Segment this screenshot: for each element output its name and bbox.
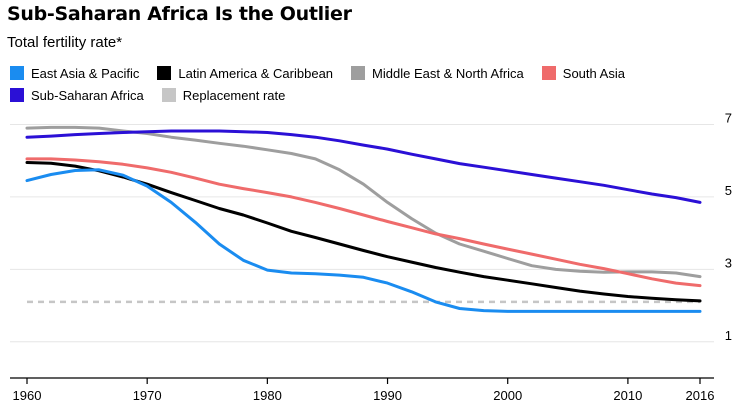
legend-item-south-asia: South Asia [541, 65, 625, 81]
legend-label: Latin America & Caribbean [178, 65, 334, 81]
legend: East Asia & Pacific Latin America & Cari… [10, 62, 730, 106]
x-tick-label-1990: 1990 [373, 388, 402, 403]
chart-subtitle: Total fertility rate* [7, 34, 123, 51]
legend-row: East Asia & Pacific Latin America & Cari… [10, 62, 730, 84]
legend-item-east-asia-pacific: East Asia & Pacific [10, 66, 139, 81]
legend-row: Sub-Saharan Africa Replacement rate [10, 84, 730, 106]
series-line-south-asia [25, 157, 702, 288]
legend-swatch [351, 66, 366, 80]
x-tick-label-2010: 2010 [613, 388, 642, 403]
y-tick-labels: 1 3 5 7 [725, 110, 732, 342]
y-tick-label-5: 5 [725, 183, 732, 198]
series-line-east-asia-pacific [25, 168, 702, 313]
x-tick-label-1970: 1970 [133, 388, 162, 403]
legend-label: South Asia [562, 65, 625, 81]
legend-item-replacement-rate: Replacement rate [161, 87, 286, 103]
gridlines [10, 123, 714, 343]
legend-label: Replacement rate [182, 87, 286, 103]
legend-label: East Asia & Pacific [31, 65, 140, 81]
series-lines [25, 125, 702, 313]
legend-item-middle-east-north-africa: Middle East & North Africa [351, 66, 524, 81]
legend-label: Middle East & North Africa [372, 65, 524, 81]
x-axis: 1960 1970 1980 1990 2000 2010 2016 [10, 377, 715, 403]
series-line-sub-saharan-africa [25, 129, 702, 204]
chart-title: Sub-Saharan Africa Is the Outlier [7, 3, 352, 25]
legend-swatch [10, 88, 24, 102]
legend-swatch [10, 66, 24, 80]
x-tick-label-1960: 1960 [13, 388, 42, 403]
series-line-middle-east-north-africa [25, 125, 702, 279]
y-tick-label-1: 1 [725, 328, 732, 343]
y-tick-label-7: 7 [725, 110, 732, 125]
legend-swatch [161, 88, 176, 102]
legend-item-latin-america-caribbean: Latin America & Caribbean [157, 66, 333, 81]
legend-item-sub-saharan-africa: Sub-Saharan Africa [10, 88, 144, 103]
x-tick-label-2016: 2016 [686, 388, 715, 403]
x-tick-label-1980: 1980 [253, 388, 282, 403]
legend-label: Sub-Saharan Africa [31, 87, 144, 103]
legend-swatch [157, 66, 172, 80]
legend-swatch [541, 66, 556, 80]
x-tick-label-2000: 2000 [493, 388, 522, 403]
y-tick-label-3: 3 [725, 255, 732, 270]
